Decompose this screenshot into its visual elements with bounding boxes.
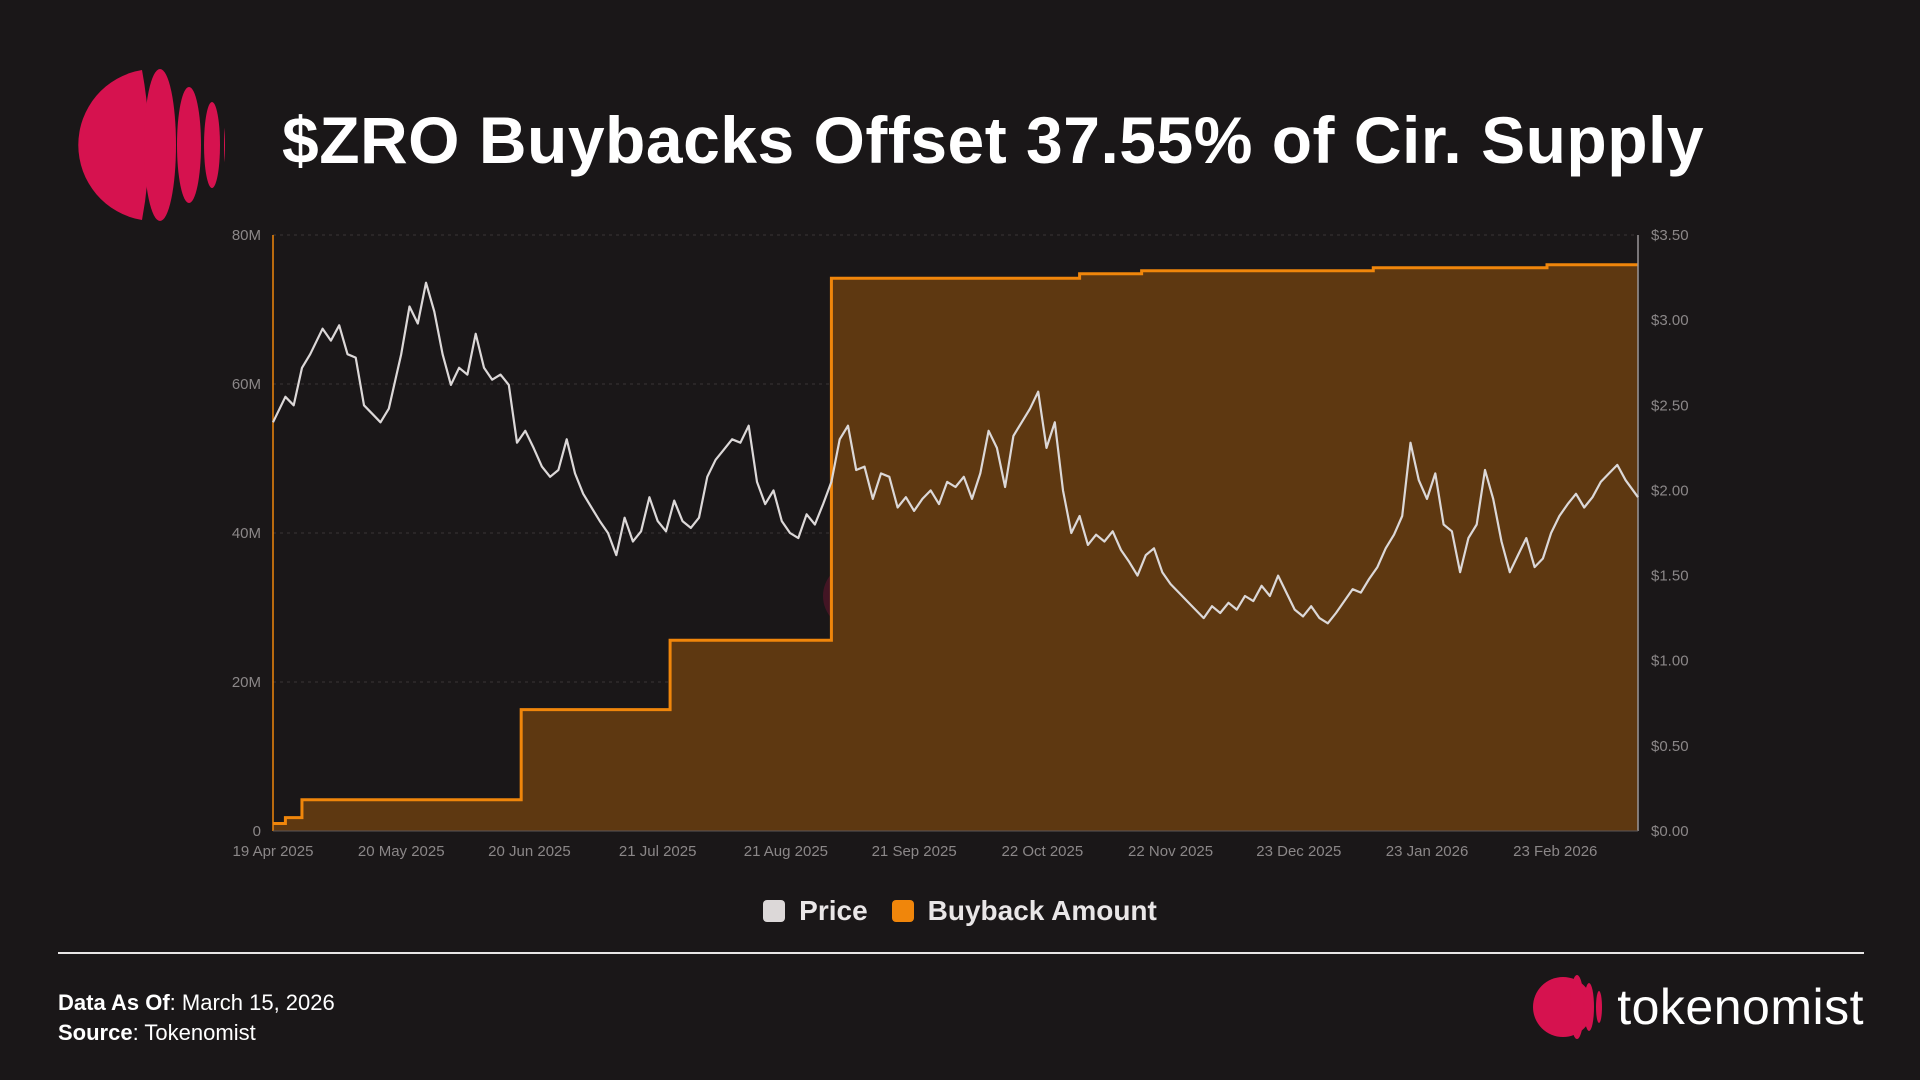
legend-swatch-price [763, 900, 786, 922]
data-as-of-value: : March 15, 2026 [169, 990, 335, 1015]
y-left-tick-label: 40M [232, 525, 261, 542]
y-right-tick-label: $2.00 [1651, 482, 1689, 499]
buyback-area [273, 264, 1638, 831]
x-tick-label: 22 Oct 2025 [1001, 843, 1083, 860]
legend-swatch-buyback [891, 900, 914, 922]
price-line [272, 281, 1639, 625]
source-value: : Tokenomist [132, 1020, 256, 1045]
legend-item-price[interactable]: Price [763, 895, 868, 927]
y-right-tick-label: $0.50 [1651, 738, 1689, 755]
y-left-tick-label: 80M [232, 227, 261, 244]
tick-labels: 0 20M 40M 60M 80M $0.00 $0.50 $1.00 $1.50 $2.00 $2… [232, 227, 1689, 860]
source: Source: Tokenomist [58, 1018, 335, 1048]
brand-name: tokenomist [1617, 979, 1864, 1035]
x-tick-label: 20 Jun 2025 [488, 843, 571, 860]
y-right-tick-label: $1.50 [1651, 568, 1689, 585]
source-label: Source [58, 1020, 133, 1045]
y-right-tick-label: $0.00 [1651, 823, 1689, 840]
x-tick-label: 20 May 2025 [358, 843, 445, 860]
x-tick-label: 22 Nov 2025 [1128, 843, 1213, 860]
x-tick-label: 23 Jan 2026 [1386, 843, 1469, 860]
y-right-tick-label: $3.50 [1651, 227, 1689, 244]
x-tick-label: 21 Sep 2025 [872, 843, 957, 860]
data-as-of: Data As Of: March 15, 2026 [58, 988, 335, 1018]
x-tick-label: 21 Aug 2025 [744, 843, 828, 860]
price-series [272, 281, 1639, 625]
x-tick-label: 23 Feb 2026 [1513, 843, 1597, 860]
divider [58, 952, 1864, 954]
buyback-line [273, 263, 1638, 826]
x-tick-label: 21 Jul 2025 [619, 843, 697, 860]
footer: Data As Of: March 15, 2026 Source: Token… [58, 988, 335, 1048]
y-left-tick-label: 60M [232, 376, 261, 393]
chart: tokenomist 020M40M60M80M$0.00$0.50$1.00$… [232, 227, 1689, 860]
y-right-tick-label: $1.00 [1651, 653, 1689, 670]
y-left-tick-label: 20M [232, 674, 261, 691]
legend-label-price: Price [799, 895, 868, 926]
brand-logo-icon [1533, 975, 1603, 1039]
y-right-tick-label: $2.50 [1651, 397, 1689, 414]
legend-label-buyback: Buyback Amount [927, 895, 1157, 926]
data-as-of-label: Data As Of [58, 990, 170, 1015]
tokenomist-logo-icon [78, 69, 225, 221]
y-left-tick-label: 0 [253, 823, 261, 840]
legend-item-buyback[interactable]: Buyback Amount [891, 895, 1157, 927]
y-right-tick-label: $3.00 [1651, 312, 1689, 329]
legend: Price Buyback Amount [0, 895, 1920, 927]
x-tick-label: 23 Dec 2025 [1256, 843, 1341, 860]
buyback-series [273, 263, 1638, 831]
x-tick-label: 19 Apr 2025 [233, 843, 314, 860]
page-title: $ZRO Buybacks Offset 37.55% of Cir. Supp… [282, 103, 1705, 177]
axes [272, 235, 1639, 832]
brand: tokenomist [1533, 972, 1864, 1042]
